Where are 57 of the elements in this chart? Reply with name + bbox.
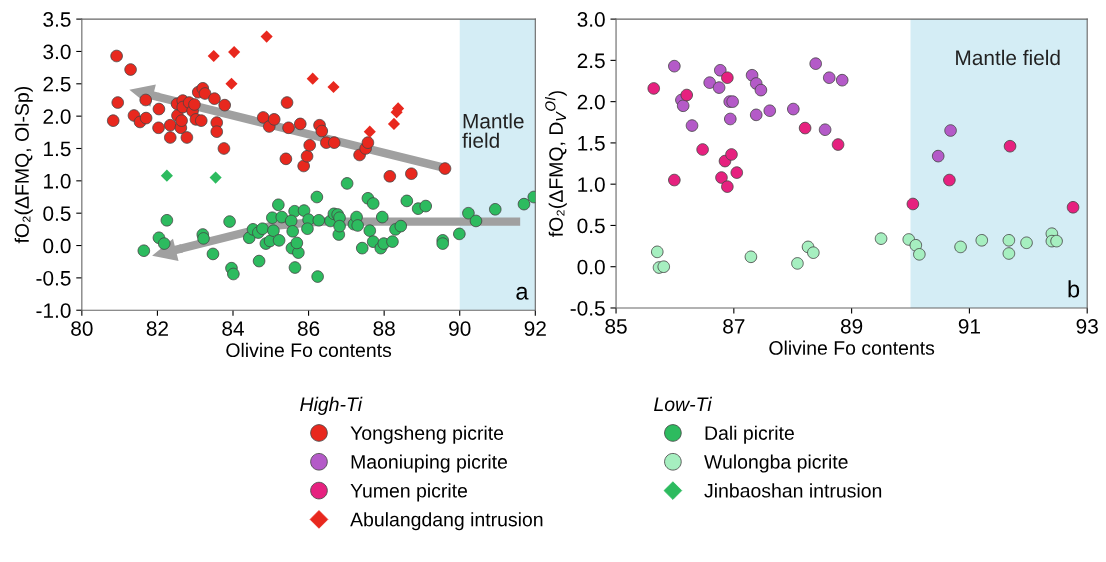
x-tick-label: 80 bbox=[71, 321, 93, 336]
legend-label: Maoniuping picrite bbox=[351, 454, 508, 473]
point bbox=[260, 30, 273, 43]
legend-title: High-Ti bbox=[300, 396, 363, 415]
y-tick-label: 3.5 bbox=[43, 12, 71, 27]
y-axis-title: fO₂(ΔFMQ, D$_{V}$$^{Ol}$) bbox=[544, 91, 567, 237]
x-tick-label: 89 bbox=[840, 318, 863, 334]
x-tick-label: 82 bbox=[146, 321, 168, 336]
y-tick-label: 0.5 bbox=[43, 206, 71, 221]
band-label: Mantle field bbox=[956, 49, 1060, 66]
y-tick-label: 1.5 bbox=[44, 141, 71, 157]
point bbox=[209, 171, 222, 184]
x-tick-label: 85 bbox=[605, 318, 627, 334]
point bbox=[225, 77, 238, 90]
annotation: b bbox=[1068, 280, 1080, 298]
point bbox=[306, 72, 319, 85]
y-tick-label: 0.0 bbox=[43, 238, 71, 254]
x-tick-label: 87 bbox=[723, 318, 745, 334]
legend-label: Yumen picrite bbox=[350, 483, 468, 502]
y-tick-label: 1.0 bbox=[44, 173, 71, 189]
point bbox=[327, 80, 340, 94]
annotation: a bbox=[516, 286, 529, 300]
y-tick-label: 1.0 bbox=[578, 177, 605, 192]
point bbox=[207, 49, 220, 63]
y-tick-label: 3.0 bbox=[43, 44, 71, 60]
legend-title: Low-Ti bbox=[654, 396, 713, 412]
y-tick-label: -0.5 bbox=[36, 270, 71, 286]
y-tick-label: 2.0 bbox=[43, 109, 71, 124]
y-tick-label: -1.0 bbox=[36, 303, 71, 318]
y-tick-label: -0.5 bbox=[570, 300, 605, 316]
y-tick-label: 1.5 bbox=[578, 136, 605, 151]
y-tick-label: 2.0 bbox=[577, 94, 605, 110]
x-tick-label: 84 bbox=[222, 321, 244, 336]
point bbox=[363, 125, 376, 138]
x-axis-title: Olivine Fo contents bbox=[226, 342, 392, 358]
legend-label: Yongsheng picrite bbox=[350, 425, 504, 444]
y-tick-label: 2.5 bbox=[43, 76, 71, 92]
x-tick-label: 93 bbox=[1076, 318, 1098, 334]
x-tick-label: 86 bbox=[297, 321, 320, 336]
legend-label: Wulongba picrite bbox=[704, 454, 848, 473]
point bbox=[228, 46, 241, 59]
y-tick-label: 2.5 bbox=[577, 53, 605, 69]
y-tick-label: 0.5 bbox=[577, 218, 605, 234]
x-tick-label: 88 bbox=[373, 321, 395, 336]
y-tick-label: 3.0 bbox=[577, 12, 605, 27]
y-tick-label: 0.0 bbox=[577, 259, 605, 275]
legend-label: Dali picrite bbox=[705, 425, 794, 444]
band-label: Mantle field bbox=[462, 113, 524, 148]
point bbox=[387, 117, 401, 130]
y-axis-title: fO₂(ΔFMQ, Ol-Sp) bbox=[14, 87, 33, 244]
x-axis-title: Olivine Fo contents bbox=[769, 340, 935, 355]
x-tick-label: 91 bbox=[958, 318, 980, 334]
x-tick-label: 92 bbox=[524, 321, 546, 336]
legend-label: Abulangdang intrusion bbox=[350, 512, 543, 531]
legend-label: Jinbaoshan intrusion bbox=[704, 483, 882, 498]
x-tick-label: 90 bbox=[449, 321, 471, 336]
point bbox=[160, 169, 173, 182]
